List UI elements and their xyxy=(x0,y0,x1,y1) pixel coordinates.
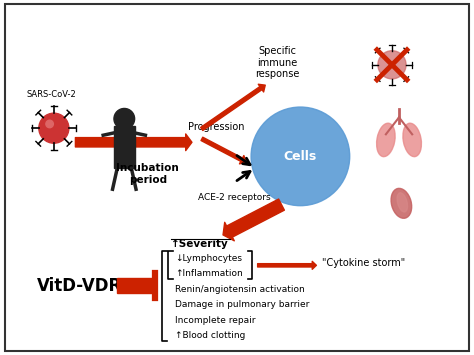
Text: Renin/angiotensin activation: Renin/angiotensin activation xyxy=(175,285,305,294)
Circle shape xyxy=(46,120,54,128)
Ellipse shape xyxy=(391,189,412,218)
Text: Damage in pulmonary barrier: Damage in pulmonary barrier xyxy=(175,300,310,309)
Text: ↓Lymphocytes: ↓Lymphocytes xyxy=(175,253,242,263)
Bar xyxy=(114,126,135,168)
Text: "Cytokine storm": "Cytokine storm" xyxy=(321,258,405,268)
Circle shape xyxy=(251,107,350,206)
Circle shape xyxy=(378,51,406,79)
Text: ↑Inflammation: ↑Inflammation xyxy=(175,269,243,278)
Circle shape xyxy=(39,113,69,143)
Ellipse shape xyxy=(397,193,408,212)
Text: ↑Severity: ↑Severity xyxy=(171,239,229,248)
Text: VitD-VDR: VitD-VDR xyxy=(37,277,123,295)
Text: Incomplete repair: Incomplete repair xyxy=(175,316,255,324)
Ellipse shape xyxy=(403,123,421,157)
Text: Incubation
period: Incubation period xyxy=(117,163,179,185)
Text: Specific
immune
response: Specific immune response xyxy=(255,46,299,79)
Text: Progression: Progression xyxy=(188,122,244,132)
Text: ACE-2 receptors: ACE-2 receptors xyxy=(198,193,271,202)
Ellipse shape xyxy=(377,123,395,157)
Text: Cells: Cells xyxy=(284,150,317,163)
Text: ↑Blood clotting: ↑Blood clotting xyxy=(175,331,246,340)
Text: SARS-CoV-2: SARS-CoV-2 xyxy=(27,90,76,99)
Circle shape xyxy=(114,109,135,129)
Bar xyxy=(117,278,155,293)
